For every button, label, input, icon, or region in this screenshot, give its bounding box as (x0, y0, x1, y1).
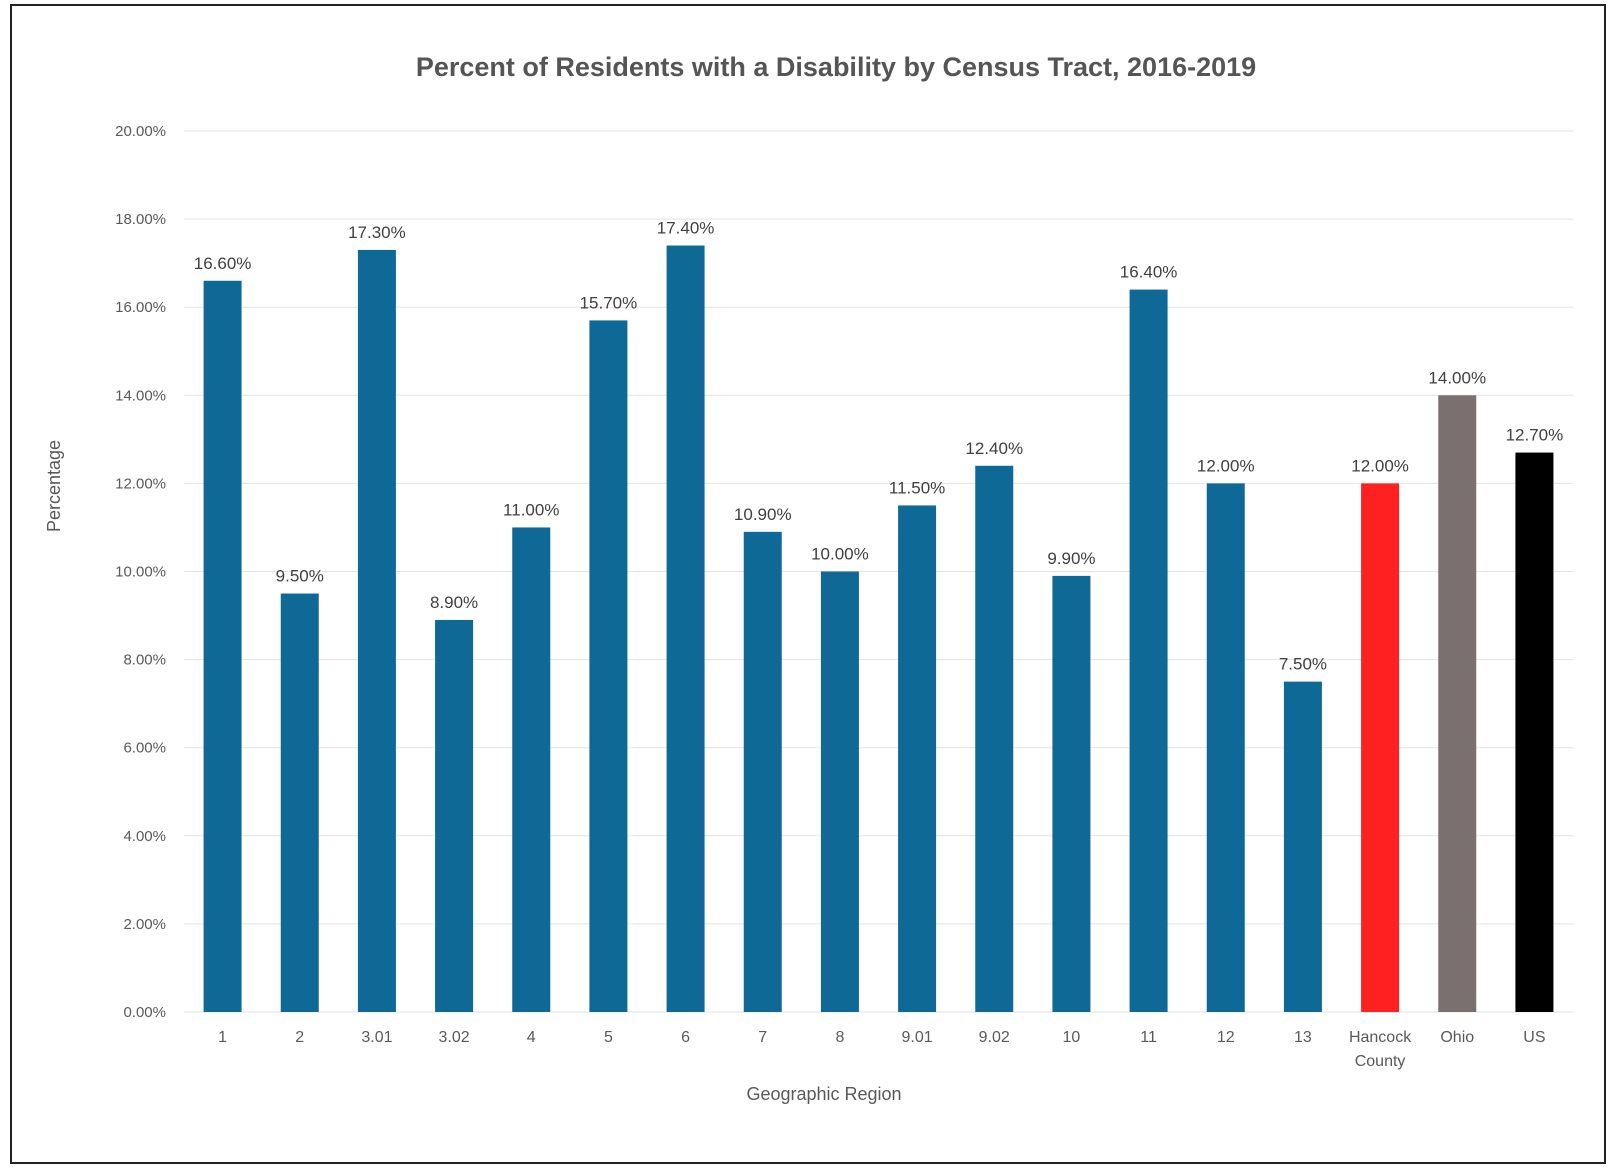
bar (1206, 483, 1245, 1012)
bar (357, 249, 396, 1012)
y-tick-label: 2.00% (123, 916, 166, 933)
bar (203, 280, 242, 1012)
x-tick-label: 3.01 (361, 1029, 392, 1046)
x-tick-label: County (1355, 1053, 1406, 1070)
x-tick-label: 9.01 (902, 1029, 933, 1046)
x-tick-label: Ohio (1440, 1029, 1474, 1046)
x-tick-label: 10 (1063, 1029, 1081, 1046)
bar (435, 619, 474, 1012)
x-tick-label: 9.02 (979, 1029, 1010, 1046)
x-tick-label: 7 (758, 1029, 767, 1046)
data-label: 15.70% (580, 293, 638, 312)
y-tick-label: 0.00% (123, 1004, 166, 1021)
bar (975, 465, 1014, 1012)
data-label: 8.90% (430, 593, 478, 612)
chart-title: Percent of Residents with a Disability b… (416, 52, 1256, 82)
bars (203, 245, 1554, 1013)
bar (1283, 681, 1322, 1012)
y-tick-label: 12.00% (115, 475, 166, 492)
y-axis-ticks: 0.00% 2.00% 4.00% 6.00% 8.00% 10.00% 12.00% 14.… (115, 123, 166, 1021)
data-label: 12.00% (1197, 456, 1255, 475)
y-tick-label: 16.00% (115, 299, 166, 316)
y-tick-label: 8.00% (123, 652, 166, 669)
x-axis-ticks: 1 2 3.01 3.02 4 5 6 7 8 9.01 9.02 10 11 12 13 HancockCo… (218, 1029, 1545, 1070)
y-tick-label: 18.00% (115, 211, 166, 228)
bar (589, 320, 628, 1012)
bar (1129, 289, 1168, 1013)
data-label: 17.30% (348, 223, 406, 242)
y-axis-label: Percentage (44, 440, 64, 532)
data-label: 11.00% (503, 500, 559, 519)
data-labels: 16.60% 9.50% 17.30% 8.90% 11.00% 15.70% 17.40%… (194, 219, 1564, 674)
x-tick-label: 12 (1217, 1029, 1235, 1046)
bar (898, 505, 937, 1012)
bar (512, 527, 551, 1012)
x-tick-label: 6 (681, 1029, 690, 1046)
bar (1515, 452, 1554, 1012)
bar (1438, 395, 1477, 1012)
bar (1052, 575, 1091, 1012)
x-tick-label: 5 (604, 1029, 613, 1046)
bar (1361, 483, 1400, 1012)
data-label: 9.50% (276, 567, 324, 586)
data-label: 12.40% (965, 439, 1023, 458)
y-tick-label: 14.00% (115, 387, 166, 404)
data-label: 16.60% (194, 254, 252, 273)
x-tick-label: 13 (1294, 1029, 1312, 1046)
x-tick-label: US (1523, 1029, 1545, 1046)
x-tick-label: 8 (835, 1029, 844, 1046)
y-tick-label: 4.00% (123, 828, 166, 845)
gridlines (184, 130, 1573, 1013)
data-label: 12.00% (1351, 456, 1409, 475)
data-label: 17.40% (657, 219, 715, 238)
x-tick-label: 4 (527, 1029, 536, 1046)
x-tick-label: Hancock (1349, 1029, 1412, 1046)
bar (820, 571, 859, 1012)
data-label: 10.00% (811, 545, 869, 564)
data-label: 9.90% (1047, 549, 1095, 568)
data-label: 7.50% (1279, 655, 1327, 674)
x-axis-label: Geographic Region (746, 1084, 901, 1104)
x-tick-label: 1 (218, 1029, 227, 1046)
y-tick-label: 6.00% (123, 740, 166, 757)
x-tick-label: 11 (1140, 1029, 1157, 1046)
data-label: 16.40% (1120, 263, 1178, 282)
bar (666, 245, 705, 1012)
chart-frame (10, 4, 1606, 1164)
bar (280, 593, 319, 1012)
data-label: 14.00% (1428, 368, 1486, 387)
data-label: 12.70% (1506, 426, 1564, 445)
x-tick-label: 2 (295, 1029, 304, 1046)
bar (743, 531, 782, 1012)
y-tick-label: 20.00% (115, 123, 166, 140)
x-tick-label: 3.02 (439, 1029, 470, 1046)
y-tick-label: 10.00% (115, 564, 166, 581)
data-label: 10.90% (734, 505, 792, 524)
data-label: 11.50% (889, 478, 945, 497)
